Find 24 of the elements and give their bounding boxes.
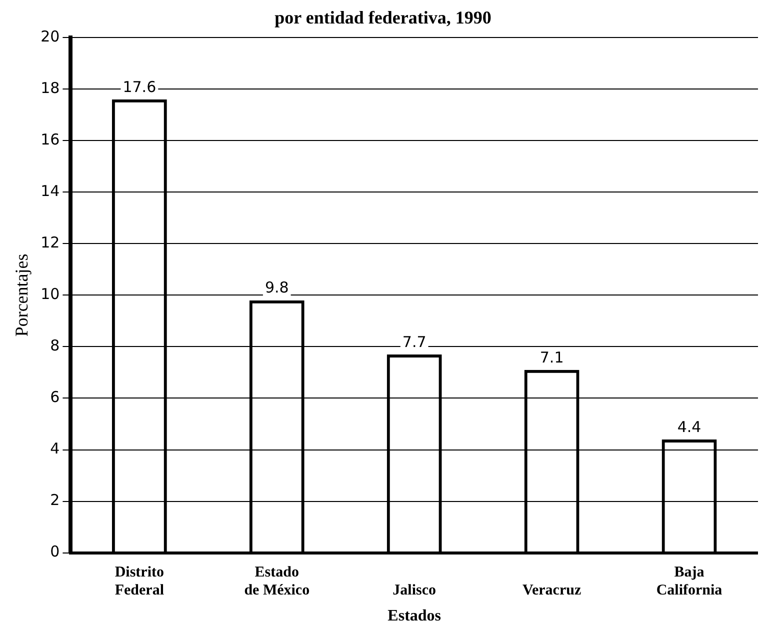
y-tick-label: 10 [40, 285, 60, 304]
y-tick-label: 18 [40, 79, 60, 98]
x-tick-label: Veracruz [522, 582, 582, 599]
y-tick-label: 6 [50, 388, 60, 406]
x-tick-label: Estado de México [244, 564, 310, 599]
data-label: 7.1 [540, 348, 564, 366]
x-tick-label: Distrito Federal [114, 564, 164, 599]
y-tick-label: 16 [40, 130, 60, 149]
y-tick-label: 8 [50, 336, 60, 355]
y-axis-title: Porcentajes [12, 254, 32, 337]
x-axis-title: Estados [388, 608, 442, 625]
y-tick-label: 0 [50, 542, 60, 561]
y-tick-label: 4 [50, 440, 60, 458]
x-tick-label: Baja California [656, 564, 723, 599]
chart-title: por entidad federativa, 1990 [274, 7, 492, 28]
data-label: 7.7 [402, 332, 426, 351]
x-tick-label: Jalisco [392, 582, 436, 599]
data-label: 17.6 [122, 78, 156, 96]
y-tick-label: 12 [40, 234, 60, 252]
data-label: 4.4 [677, 418, 702, 436]
y-tick-label: 20 [40, 27, 60, 46]
data-label: 9.8 [264, 278, 289, 297]
y-tick-label: 14 [40, 182, 60, 200]
y-tick-label: 2 [50, 491, 60, 510]
